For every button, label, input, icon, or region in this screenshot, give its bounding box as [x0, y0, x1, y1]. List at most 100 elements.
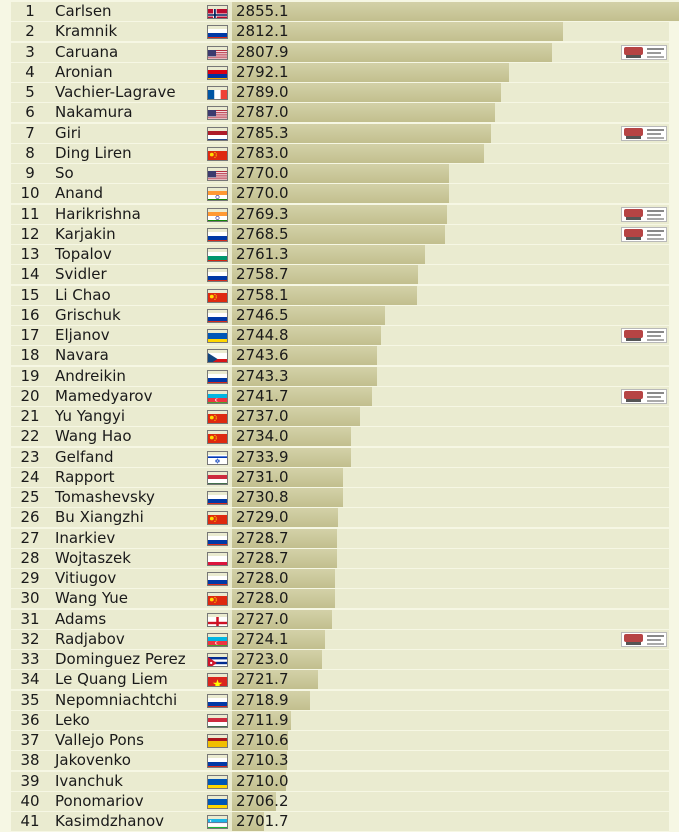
player-name[interactable]: Vallejo Pons [55, 731, 144, 749]
player-name[interactable]: Inarkiev [55, 528, 116, 547]
player-row[interactable]: 10 Anand 2770.0 [11, 184, 669, 204]
player-name[interactable]: Topalov [55, 245, 112, 263]
player-row[interactable]: 20 Mamedyarov 2741.7 [11, 386, 669, 406]
player-row[interactable]: 37 Vallejo Pons 2710.6 [11, 731, 669, 750]
player-row[interactable]: 9 So 2770.0 [11, 164, 669, 183]
player-row[interactable]: 26 Bu Xiangzhi 2729.0 [11, 508, 669, 528]
player-name[interactable]: Wang Yue [55, 589, 129, 608]
chess-logo-badge-icon[interactable] [621, 328, 667, 343]
player-name[interactable]: Vachier-Lagrave [55, 83, 176, 101]
player-row[interactable]: 15 Li Chao 2758.1 [11, 285, 669, 305]
player-name[interactable]: Vitiugov [55, 569, 117, 587]
player-row[interactable]: 36 Leko 2711.9 [11, 710, 669, 730]
player-row[interactable]: 31 Adams 2727.0 [11, 609, 669, 629]
player-row[interactable]: 30 Wang Yue 2728.0 [11, 589, 669, 609]
player-row[interactable]: 2 Kramnik 2812.1 [11, 22, 669, 42]
player-name[interactable]: Kramnik [55, 22, 118, 41]
player-row[interactable]: 40 Ponomariov 2706.2 [11, 791, 669, 811]
player-row[interactable]: 3 Caruana 2807.9 [11, 42, 669, 62]
player-name[interactable]: Andreikin [55, 366, 126, 385]
player-row[interactable]: 23 Gelfand 2733.9 [11, 447, 669, 467]
player-name[interactable]: Adams [55, 609, 107, 628]
player-name[interactable]: Navara [55, 346, 109, 365]
player-row[interactable]: 28 Wojtaszek 2728.7 [11, 548, 669, 568]
player-name[interactable]: Mamedyarov [55, 386, 153, 405]
player-row[interactable]: 24 Rapport 2731.0 [11, 467, 669, 487]
player-name[interactable]: Bu Xiangzhi [55, 508, 144, 527]
player-name[interactable]: Kasimdzhanov [55, 812, 165, 830]
player-row[interactable]: 38 Jakovenko 2710.3 [11, 751, 669, 771]
player-row[interactable]: 13 Topalov 2761.3 [11, 245, 669, 264]
player-row[interactable]: 41 Kasimdzhanov 2701.7 [11, 812, 669, 831]
chess-logo-badge-icon[interactable] [621, 125, 667, 141]
player-row[interactable]: 22 Wang Hao 2734.0 [11, 427, 669, 447]
hungary-flag-icon [207, 713, 228, 728]
player-row[interactable]: 39 Ivanchuk 2710.0 [11, 771, 669, 791]
player-row[interactable]: 32 Radjabov 2724.1 [11, 629, 669, 649]
chess-logo-badge-icon[interactable] [621, 206, 667, 222]
player-name[interactable]: Le Quang Liem [55, 670, 168, 689]
player-row[interactable]: 4 Aronian 2792.1 [11, 62, 669, 82]
player-row[interactable]: 18 Navara 2743.6 [11, 346, 669, 366]
player-row[interactable]: 34 Le Quang Liem 2721.7 [11, 670, 669, 690]
player-name[interactable]: Ding Liren [55, 143, 132, 162]
player-row[interactable]: 5 Vachier-Lagrave 2789.0 [11, 83, 669, 102]
player-row[interactable]: 7 Giri 2785.3 [11, 123, 669, 143]
player-name[interactable]: Tomashevsky [55, 488, 155, 506]
player-rating: 2711.9 [236, 710, 289, 729]
player-row[interactable]: 11 Harikrishna 2769.3 [11, 204, 669, 224]
player-name[interactable]: Nakamura [55, 103, 133, 122]
player-name[interactable]: So [55, 164, 74, 182]
player-rank: 39 [20, 771, 40, 790]
player-name[interactable]: Yu Yangyi [55, 407, 126, 425]
player-name[interactable]: Rapport [55, 467, 115, 486]
player-row[interactable]: 14 Svidler 2758.7 [11, 265, 669, 285]
player-name[interactable]: Jakovenko [55, 751, 131, 770]
player-row[interactable]: 6 Nakamura 2787.0 [11, 103, 669, 123]
player-name[interactable]: Wojtaszek [55, 548, 131, 567]
player-name[interactable]: Svidler [55, 265, 107, 284]
player-rating: 2729.0 [236, 508, 289, 527]
player-rating: 2761.3 [236, 245, 289, 263]
player-row[interactable]: 21 Yu Yangyi 2737.0 [11, 407, 669, 426]
rating-bar [232, 245, 425, 264]
player-row[interactable]: 27 Inarkiev 2728.7 [11, 528, 669, 548]
player-name[interactable]: Giri [55, 123, 82, 142]
player-row[interactable]: 1 Carlsen 2855.1 [11, 2, 679, 21]
chess-logo-badge-icon[interactable] [621, 226, 667, 242]
player-name[interactable]: Karjakin [55, 224, 116, 243]
player-row[interactable]: 29 Vitiugov 2728.0 [11, 569, 669, 588]
player-row[interactable]: 33 Dominguez Perez 2723.0 [11, 650, 669, 669]
player-name[interactable]: Li Chao [55, 285, 111, 304]
player-row[interactable]: 25 Tomashevsky 2730.8 [11, 488, 669, 507]
player-name[interactable]: Ponomariov [55, 791, 144, 810]
player-name[interactable]: Dominguez Perez [55, 650, 186, 668]
player-name[interactable]: Wang Hao [55, 427, 132, 446]
player-name[interactable]: Leko [55, 710, 90, 729]
player-row[interactable]: 8 Ding Liren 2783.0 [11, 143, 669, 163]
player-name[interactable]: Harikrishna [55, 204, 141, 223]
player-name[interactable]: Caruana [55, 42, 119, 61]
chess-logo-badge-icon[interactable] [621, 631, 667, 647]
player-name[interactable]: Gelfand [55, 447, 114, 466]
player-name[interactable]: Eljanov [55, 326, 110, 344]
player-row[interactable]: 35 Nepomniachtchi 2718.9 [11, 690, 669, 710]
player-row[interactable]: 19 Andreikin 2743.3 [11, 366, 669, 386]
rating-bar [232, 204, 447, 224]
chess-logo-badge-icon[interactable] [621, 388, 667, 404]
chess-logo-badge-icon[interactable] [621, 44, 667, 60]
player-row[interactable]: 17 Eljanov 2744.8 [11, 326, 669, 345]
player-name[interactable]: Carlsen [55, 2, 112, 20]
player-name[interactable]: Radjabov [55, 629, 125, 648]
player-row[interactable]: 16 Grischuk 2746.5 [11, 305, 669, 325]
player-name[interactable]: Aronian [55, 62, 113, 81]
player-name[interactable]: Anand [55, 184, 103, 203]
player-rating: 2721.7 [236, 670, 289, 689]
russia-flag-icon [207, 227, 228, 242]
player-rank: 10 [20, 184, 40, 203]
player-rating: 2741.7 [236, 386, 289, 405]
player-name[interactable]: Grischuk [55, 305, 121, 324]
player-name[interactable]: Nepomniachtchi [55, 690, 178, 709]
player-row[interactable]: 12 Karjakin 2768.5 [11, 224, 669, 244]
player-name[interactable]: Ivanchuk [55, 771, 123, 790]
